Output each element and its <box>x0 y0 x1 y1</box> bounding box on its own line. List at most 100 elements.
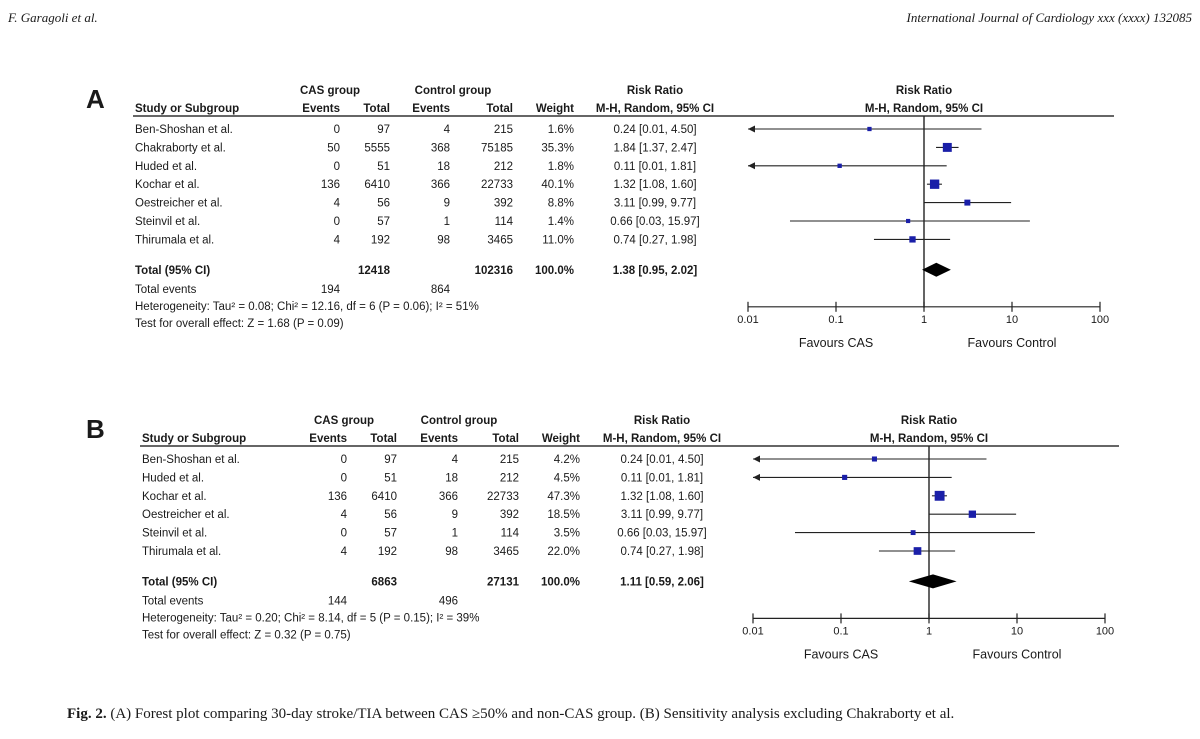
study-marker <box>837 163 842 168</box>
ctrl-total-cell: 75185 <box>481 142 513 154</box>
pooled-diamond <box>922 262 951 277</box>
study-marker <box>934 490 945 501</box>
ctrl-total-cell: 22733 <box>481 179 513 191</box>
column-header-ci: M-H, Random, 95% CI <box>596 103 714 115</box>
cas-total-cell: 192 <box>371 234 390 246</box>
weight-cell: 40.1% <box>541 179 574 191</box>
weight-cell: 4.5% <box>554 472 580 484</box>
cas-total-cell: 192 <box>378 546 397 558</box>
cas-group-header: CAS group <box>314 415 374 427</box>
study-name: Steinvil et al. <box>135 216 200 228</box>
heterogeneity-text: Heterogeneity: Tau² = 0.20; Chi² = 8.14,… <box>142 612 479 624</box>
forest-plot-b-svg: B CAS group Control group Risk Ratio Risk Ra… <box>86 414 1119 661</box>
favours-control-label: Favours Control <box>973 647 1062 661</box>
column-header-ctrl-events: Events <box>420 433 458 445</box>
figure-caption: Fig. 2. (A) Forest plot comparing 30-day… <box>67 706 954 723</box>
column-header-cas-events: Events <box>309 433 347 445</box>
cas-events-cell: 0 <box>341 528 347 540</box>
column-header-ctrl-events: Events <box>412 103 450 115</box>
risk-ratio-ci-cell: 1.32 [1.08, 1.60] <box>613 179 696 191</box>
x-axis-tick-label: 100 <box>1096 625 1114 637</box>
x-axis-tick-label: 10 <box>1011 625 1023 637</box>
pooled-diamond <box>908 574 957 589</box>
ctrl-total-cell: 114 <box>495 216 514 228</box>
column-header-study: Study or Subgroup <box>142 433 246 445</box>
cas-total-cell: 56 <box>384 509 397 521</box>
ctrl-events-cell: 1 <box>444 216 450 228</box>
study-name: Huded et al. <box>142 472 204 484</box>
ci-arrow <box>748 162 755 170</box>
x-axis-tick-label: 1 <box>926 625 932 637</box>
cas-events-cell: 136 <box>321 179 340 191</box>
total-events-label: Total events <box>142 595 204 607</box>
risk-ratio-header: Risk Ratio <box>634 415 690 427</box>
study-name: Oestreicher et al. <box>142 509 230 521</box>
column-header-plot-ci: M-H, Random, 95% CI <box>865 103 983 115</box>
ctrl-events-cell: 98 <box>445 546 458 558</box>
panel-letter: B <box>86 414 105 444</box>
study-marker <box>968 510 977 518</box>
overall-effect-text: Test for overall effect: Z = 0.32 (P = 0… <box>142 629 351 641</box>
ctrl-total-cell: 3465 <box>487 234 513 246</box>
control-group-header: Control group <box>421 415 498 427</box>
ctrl-events-cell: 4 <box>444 124 451 136</box>
column-header-ctrl-total: Total <box>486 103 513 115</box>
ci-arrow <box>753 473 760 481</box>
forest-plot-a-svg: A CAS group Control group Risk Ratio Risk Ra… <box>86 84 1114 350</box>
study-name: Kochar et al. <box>142 491 207 503</box>
risk-ratio-ci-cell: 1.84 [1.37, 2.47] <box>613 142 696 154</box>
ctrl-events-cell: 368 <box>431 142 450 154</box>
ci-arrow <box>753 455 760 463</box>
cas-group-header: CAS group <box>300 85 360 97</box>
weight-cell: 11.0% <box>542 234 574 246</box>
weight-cell: 3.5% <box>554 528 580 540</box>
study-name: Thirumala et al. <box>135 234 214 246</box>
total-events-ctrl: 496 <box>439 595 458 607</box>
risk-ratio-ci-cell: 3.11 [0.99, 9.77] <box>614 198 696 210</box>
x-axis-tick-label: 0.1 <box>833 625 848 637</box>
study-name: Ben-Shoshan et al. <box>142 454 240 466</box>
column-header-cas-total: Total <box>370 433 397 445</box>
ctrl-events-cell: 1 <box>452 528 458 540</box>
cas-total-cell: 6410 <box>364 179 390 191</box>
ctrl-total-cell: 215 <box>494 124 513 136</box>
running-header-journal: International Journal of Cardiology xxx … <box>906 10 1192 25</box>
study-marker <box>910 530 916 536</box>
weight-cell: 47.3% <box>547 491 580 503</box>
cas-total-cell: 97 <box>377 124 390 136</box>
x-axis-tick-label: 10 <box>1006 314 1018 326</box>
risk-ratio-header: Risk Ratio <box>627 85 683 97</box>
cas-events-cell: 4 <box>334 234 341 246</box>
total-events-cas: 194 <box>321 284 341 296</box>
ctrl-events-cell: 98 <box>437 234 450 246</box>
panel-letter: A <box>86 84 105 114</box>
risk-ratio-ci-cell: 0.74 [0.27, 1.98] <box>620 546 703 558</box>
ctrl-events-cell: 9 <box>444 198 450 210</box>
cas-total-cell: 51 <box>377 161 390 173</box>
weight-cell: 18.5% <box>547 509 580 521</box>
column-header-ci: M-H, Random, 95% CI <box>603 433 721 445</box>
total-events-label: Total events <box>135 284 197 296</box>
study-name: Huded et al. <box>135 161 197 173</box>
ci-arrow <box>748 125 755 133</box>
study-marker <box>906 218 911 224</box>
column-header-plot-ci: M-H, Random, 95% CI <box>870 433 988 445</box>
overall-effect-text: Test for overall effect: Z = 1.68 (P = 0… <box>135 318 344 330</box>
ctrl-total-cell: 215 <box>500 454 519 466</box>
weight-cell: 4.2% <box>554 454 580 466</box>
cas-total-cell: 97 <box>384 454 397 466</box>
cas-events-cell: 4 <box>334 198 341 210</box>
heterogeneity-text: Heterogeneity: Tau² = 0.08; Chi² = 12.16… <box>135 301 479 313</box>
cas-total-cell: 6410 <box>371 491 397 503</box>
column-header-ctrl-total: Total <box>492 433 519 445</box>
risk-ratio-ci-cell: 0.24 [0.01, 4.50] <box>620 454 703 466</box>
cas-events-cell: 0 <box>334 124 340 136</box>
total-events-cas: 144 <box>328 595 348 607</box>
column-header-weight: Weight <box>542 433 580 445</box>
column-header-study: Study or Subgroup <box>135 103 239 115</box>
forest-plot-panel-b: B CAS group Control group Risk Ratio Risk Ra… <box>0 410 1200 710</box>
total-ci: 1.11 [0.59, 2.06] <box>620 576 704 588</box>
ctrl-events-cell: 4 <box>452 454 459 466</box>
study-name: Oestreicher et al. <box>135 198 223 210</box>
x-axis-tick-label: 0.01 <box>737 314 758 326</box>
